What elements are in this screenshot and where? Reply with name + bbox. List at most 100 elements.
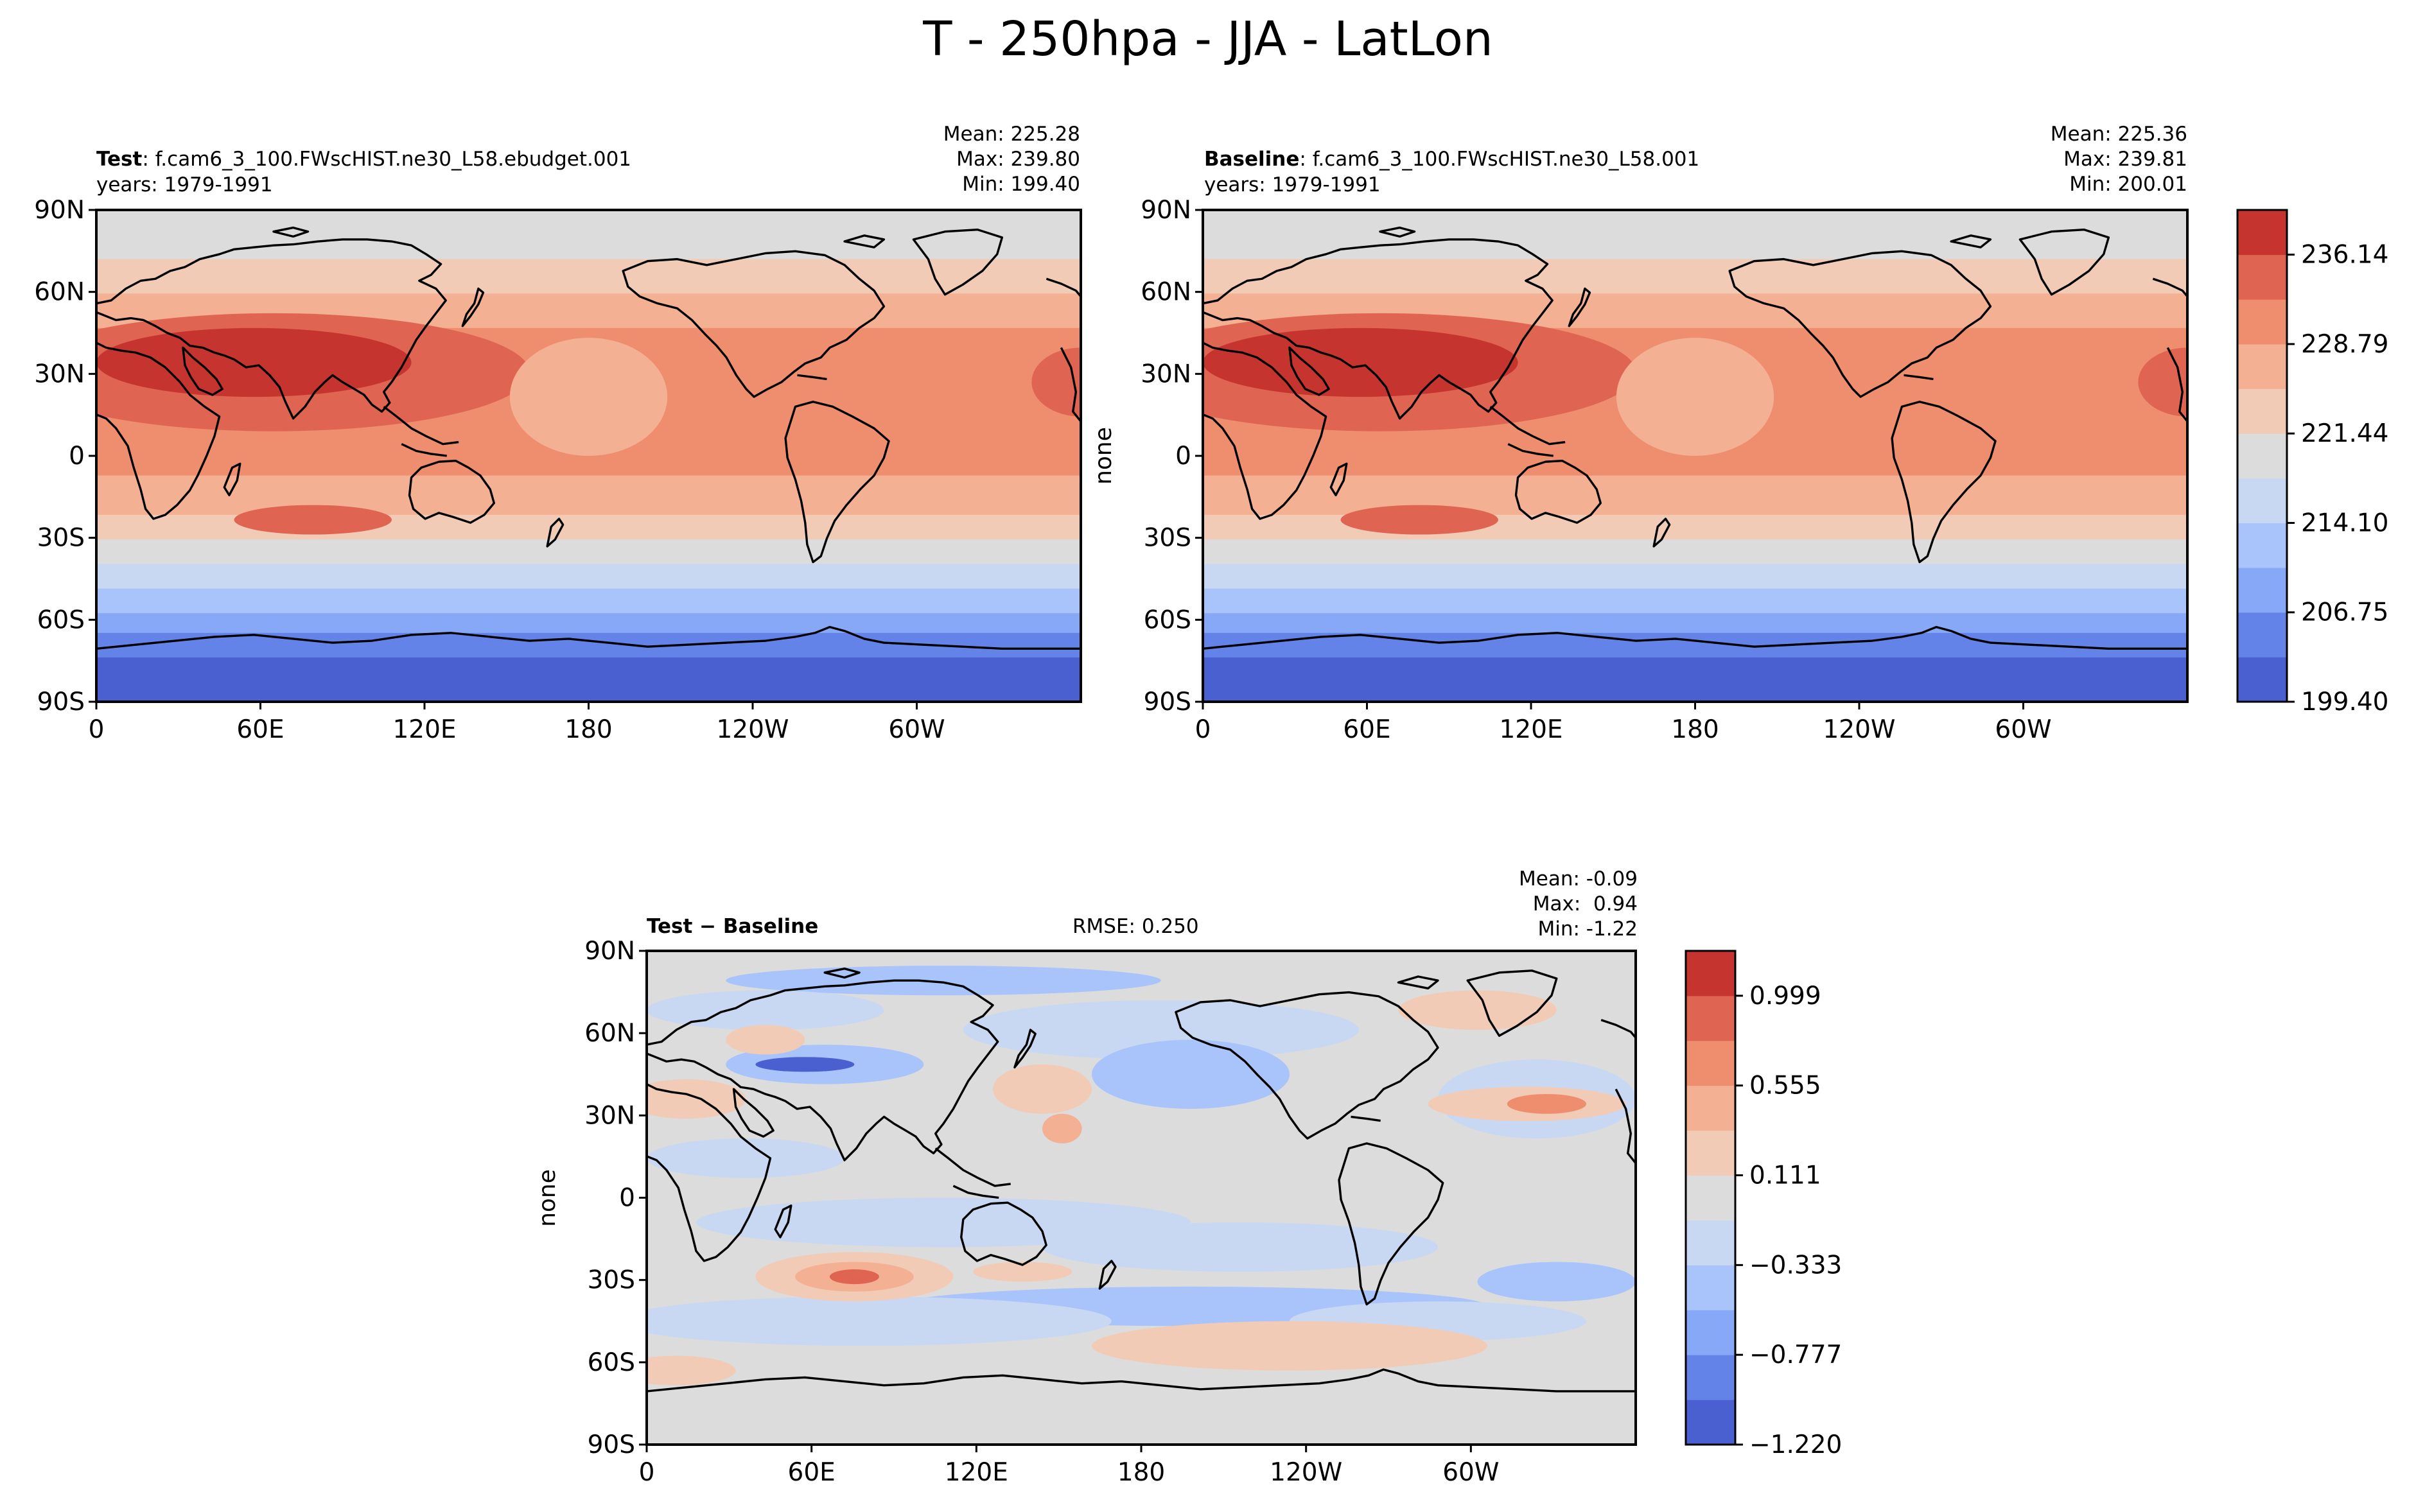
positive-anomaly [1398,990,1557,1030]
diff-colorbar-swatch [1686,1220,1735,1265]
baseline-ytick-label: 90S [1144,688,1191,717]
warm-region [2138,347,2187,417]
diff-xtick-label: 60W [1442,1458,1499,1487]
diff-colorbar-tick-label: −0.777 [1749,1341,1842,1369]
diff-colorbar-swatch [1686,1175,1735,1221]
test-label-bold: Test [96,148,143,171]
main-colorbar-swatch [2237,568,2287,613]
diff-ytick-label: 60N [584,1019,635,1048]
diff-ytick-label: 90S [588,1430,635,1459]
negative-anomaly [1092,1039,1290,1109]
warm-region [1340,505,1498,535]
baseline-max: Max: 239.81 [2063,148,2187,171]
diff-colorbar-swatch [1686,1355,1735,1400]
diff-colorbar: 0.999 0.555 0.111 −0.333 −0.777 −1.220 [1685,950,1842,1459]
temperature-band [96,632,1081,659]
temperature-band [96,657,1081,702]
test-xtick-label: 180 [565,715,612,744]
test-xtick-label: 60W [888,715,945,744]
main-colorbar-swatch [2237,210,2287,256]
diff-colorbar-tick-label: 0.555 [1749,1072,1821,1100]
temperature-band [1203,657,2187,702]
diff-colorbar-swatch [1686,995,1735,1041]
test-mean: Mean: 225.28 [943,123,1080,146]
test-ytick-label: 60S [37,605,85,634]
main-colorbar-tick-label: 221.44 [2301,419,2388,448]
baseline-case-name: f.cam6_3_100.FWscHIST.ne30_L58.001 [1312,148,1700,171]
temperature-band [96,475,1081,516]
main-colorbar-swatch [2237,657,2287,702]
baseline-xtick-label: 0 [1195,715,1211,744]
diff-xtick-label: 120E [945,1458,1008,1487]
diff-ylabel: none [534,1169,561,1227]
baseline-xtick-label: 120E [1499,715,1563,744]
test-years: years: 1979-1991 [96,173,273,196]
baseline-ytick-label: 30S [1144,524,1191,553]
diff-xtick-label: 60E [788,1458,836,1487]
cool-tongue [1616,338,1774,456]
diff-colorbar-tick-label: 0.999 [1749,982,1821,1011]
negative-anomaly [1042,1222,1438,1272]
diff-rmse: RMSE: 0.250 [1072,915,1199,938]
temperature-band [1203,564,2187,589]
baseline-xtick-label: 60E [1343,715,1390,744]
main-colorbar-swatch [2237,478,2287,523]
baseline-label-bold: Baseline [1204,148,1300,171]
temperature-band [96,613,1081,634]
test-ytick-label: 30N [34,360,85,388]
temperature-band [1203,259,2187,295]
positive-anomaly [973,1262,1072,1282]
main-colorbar-swatch [2237,433,2287,479]
negative-anomaly [647,1296,1112,1346]
diff-colorbar-swatch [1686,1130,1735,1176]
baseline-years: years: 1979-1991 [1204,173,1381,196]
main-colorbar-swatch [2237,299,2287,345]
diff-xtick-label: 120W [1270,1458,1342,1487]
baseline-ytick-label: 0 [1175,442,1191,471]
main-colorbar-tick-label: 228.79 [2301,330,2388,359]
diff-ytick-label: 90N [584,937,635,966]
test-case-name: f.cam6_3_100.FWscHIST.ne30_L58.ebudget.0… [155,148,632,171]
main-colorbar-swatch [2237,388,2287,434]
temperature-band [1203,613,2187,634]
temperature-band [1203,475,2187,516]
diff-colorbar-tick-label: −1.220 [1749,1430,1842,1459]
baseline-xtick-label: 180 [1671,715,1719,744]
temperature-band [96,259,1081,295]
positive-anomaly [726,1025,805,1055]
diff-max: Max: 0.94 [1532,892,1638,916]
diff-stats: Mean: -0.09 Max: 0.94 Min: -1.22 [1519,867,1638,942]
baseline-mean: Mean: 225.36 [2050,123,2187,146]
test-ytick-label: 90S [37,688,85,717]
diff-ytick-label: 0 [619,1184,635,1213]
baseline-label-sep: : [1299,148,1306,171]
main-colorbar-tick-label: 206.75 [2301,598,2388,627]
temperature-band [1203,632,2187,659]
diff-colorbar-swatch [1686,951,1735,996]
cool-tongue [509,338,668,456]
diff-colorbar-swatch [1686,1040,1735,1086]
diff-label: Test − Baseline [647,915,819,938]
diff-ytick-label: 60S [588,1348,635,1377]
main-colorbar-swatch [2237,523,2287,568]
diff-colorbar-swatch [1686,1400,1735,1445]
baseline-xtick-label: 60W [1995,715,2051,744]
main-colorbar: 236.14 228.79 221.44 214.10 206.75 199.40 [2236,209,2388,717]
baseline-ytick-label: 30N [1141,360,1191,388]
diff-colorbar-swatch [1686,1310,1735,1355]
test-xtick-label: 120E [392,715,456,744]
warm-region [1031,347,1081,417]
diff-min: Min: -1.22 [1537,917,1638,941]
diff-mean: Mean: -0.09 [1519,867,1638,891]
baseline-stats: Mean: 225.36 Max: 239.81 Min: 200.01 [2051,122,2187,197]
main-colorbar-swatch [2237,343,2287,390]
main-colorbar-swatch [2237,612,2287,657]
test-xtick-label: 60E [236,715,284,744]
test-label-sep: : [142,148,149,171]
baseline-label: Baseline: f.cam6_3_100.FWscHIST.ne30_L58… [1204,147,1699,172]
main-colorbar-frame [2236,209,2288,703]
negative-anomaly [1477,1262,1636,1301]
test-max: Max: 239.80 [956,148,1080,171]
